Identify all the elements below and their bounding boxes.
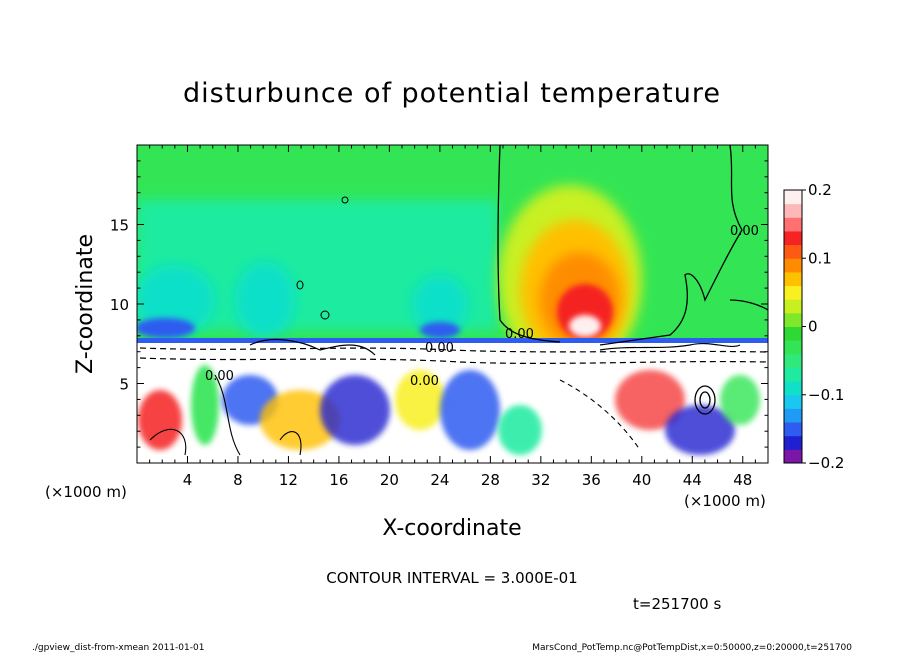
contour-line [497,145,561,343]
contour-cluster [320,310,330,320]
colorbar-segment [784,381,802,396]
colorbar-segment [784,449,802,464]
contour-dashed [139,347,768,353]
colorbar-segment [784,312,802,327]
x-tick-label: 36 [582,471,601,489]
x-tick-label: 16 [329,471,348,489]
contour-interval: CONTOUR INTERVAL = 3.000E-01 [326,569,577,587]
colorbar-segment [784,394,802,409]
x-tick-label: 40 [632,471,651,489]
colorbar-label: −0.1 [808,386,844,404]
x-tick-label: 48 [733,471,752,489]
colorbar-segment [784,258,802,273]
chart-title: disturbunce of potential temperature [183,78,721,109]
field-cool-patch [235,262,295,338]
contour-label: 0.00 [205,369,234,384]
y-axis-unit: (×1000 m) [45,483,127,501]
field-warm-core [569,315,601,337]
colorbar-segment [784,408,802,423]
contour-label: 0.00 [410,374,439,389]
colorbar-label: −0.2 [808,454,844,472]
field-eddy [440,370,500,450]
colorbar-segment [784,435,802,450]
plot-area: 0.00 0.00 0.00 0.00 0.00 [137,145,768,463]
time-label: t=251700 s [633,595,721,613]
field-eddy [191,365,219,445]
field-eddy [260,390,340,450]
field-eddy [138,390,182,450]
contour-eddy [149,374,302,456]
colorbar-segment [784,422,802,437]
field-eddy [720,375,760,425]
x-axis-label: X-coordinate [382,516,521,541]
field-eddy [498,405,542,455]
colorbar-segment [784,326,802,341]
field-eddy [320,375,390,445]
colorbar-segment [784,244,802,259]
field-cool-patch [137,265,215,335]
x-axis: 4 8 12 16 20 24 28 32 36 40 44 48 [149,145,756,489]
contour-dashed [559,379,641,451]
contour-label: 0.00 [425,341,454,356]
colorbar-segment [784,285,802,300]
field-eddy [615,370,685,430]
contour-line [729,299,768,311]
x-axis-unit: (×1000 m) [684,492,766,510]
colorbar-segment [784,340,802,355]
x-tick-label: 20 [380,471,399,489]
contour-eddy [249,339,741,356]
colorbar-segment [784,353,802,368]
contour-dashed [139,357,768,365]
contour-label: 0.00 [730,224,759,239]
y-tick-label: 15 [110,217,129,235]
colorbar-labels: 0.2 0.1 0 −0.1 −0.2 [802,181,844,472]
y-tick-label: 10 [110,296,129,314]
x-tick-label: 8 [233,471,243,489]
contour-cluster [296,280,304,290]
contour-cluster [694,385,716,415]
colorbar-label: 0 [808,318,818,336]
colorbar-segment [784,190,802,205]
colorbar-segment [784,203,802,218]
field-boundary-top [137,338,768,343]
colorbar [784,190,802,464]
x-tick-label: 12 [279,471,298,489]
field-eddy [665,405,735,455]
y-tick-label: 5 [119,376,129,394]
colorbar-segment [784,299,802,314]
field-cool-patch [137,318,195,338]
colorbar-label: 0.2 [808,181,832,199]
field-cool-patch [420,322,460,338]
footer-right: MarsCond_PotTemp.nc@PotTempDist,x=0:5000… [532,643,852,653]
contour-label: 0.00 [505,327,534,342]
colorbar-segment [784,271,802,287]
contour-line [599,145,743,346]
footer-left: ./gpview_dist-from-xmean 2011-01-01 [32,643,204,653]
x-tick-label: 44 [683,471,702,489]
colorbar-segment [784,217,802,232]
y-axis: 5 10 15 [110,160,768,448]
colorbar-segment [784,367,802,382]
x-tick-label: 24 [430,471,449,489]
field-cool-patch [412,275,468,335]
x-tick-label: 28 [481,471,500,489]
colorbar-label: 0.1 [808,249,832,267]
contour-cluster [699,391,711,409]
colorbar-segment [784,230,802,246]
y-axis-label: Z-coordinate [73,234,98,374]
x-tick-label: 4 [183,471,193,489]
x-tick-label: 32 [531,471,550,489]
field-eddy [395,370,445,430]
contour-cluster [341,196,349,204]
